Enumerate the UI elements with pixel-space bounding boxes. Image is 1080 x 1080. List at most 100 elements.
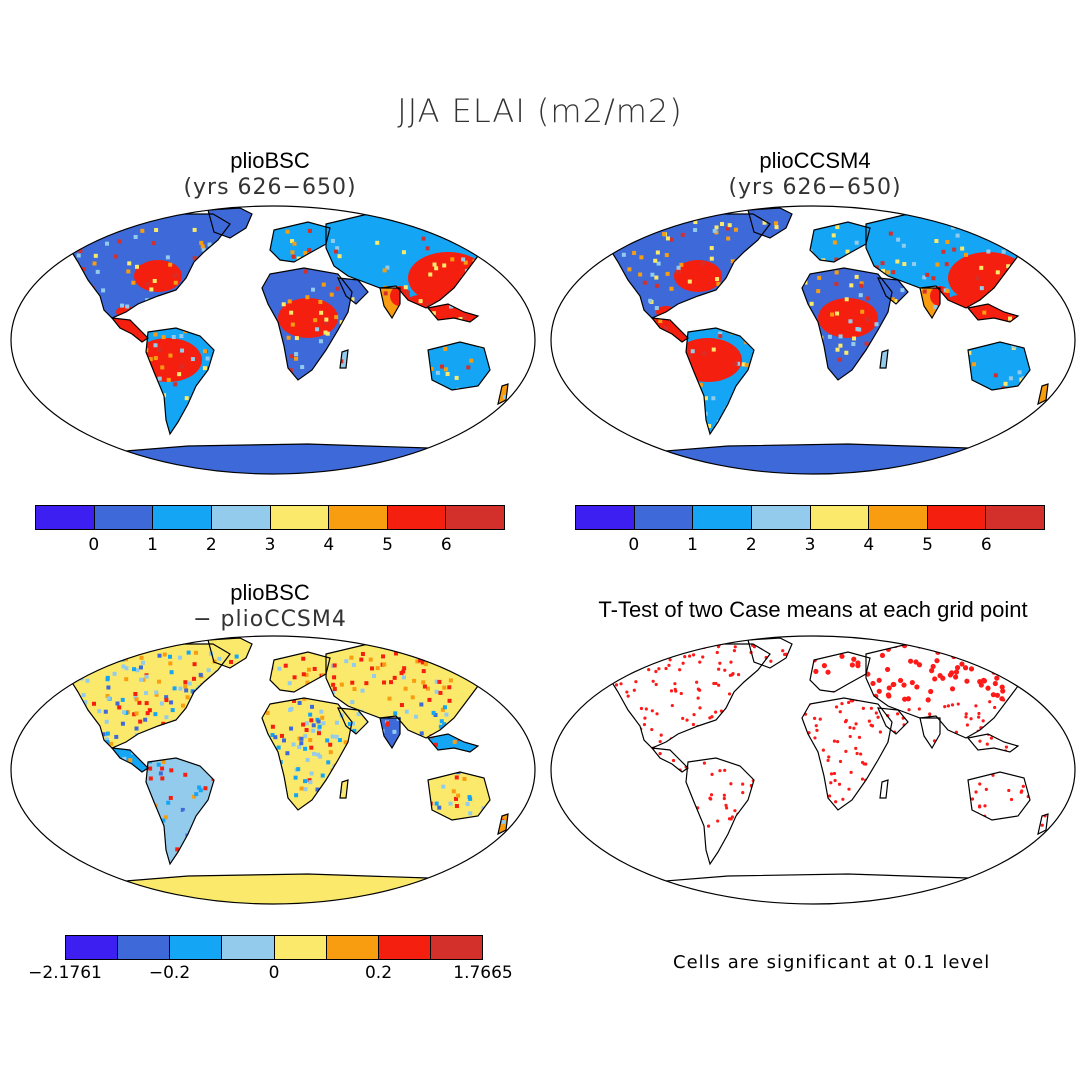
- grid-cell: [668, 353, 673, 358]
- grid-cell: [74, 750, 79, 755]
- grid-cell: [507, 248, 508, 253]
- grid-cell: [653, 346, 658, 351]
- grid-cell: [790, 420, 795, 425]
- significant-cell: [698, 706, 702, 710]
- grid-cell: [907, 360, 912, 365]
- grid-cell: [384, 435, 389, 440]
- grid-cell: [85, 369, 90, 374]
- significant-cell: [1033, 716, 1037, 720]
- grid-cell: [86, 233, 91, 238]
- significant-cell: [990, 692, 996, 698]
- map-ttest: [550, 635, 1076, 905]
- coastline: [685, 757, 755, 866]
- grid-cell: [418, 401, 423, 406]
- significant-cell: [785, 705, 790, 710]
- grid-cell: [874, 322, 879, 327]
- significant-cell: [875, 835, 879, 839]
- grid-cell: [316, 719, 321, 724]
- grid-cell: [244, 835, 249, 840]
- grid-cell: [267, 353, 272, 358]
- grid-cell: [999, 325, 1004, 330]
- grid-cell: [256, 724, 261, 729]
- grid-cell: [73, 810, 78, 815]
- grid-cell: [400, 418, 405, 423]
- grid-cell: [817, 275, 822, 280]
- grid-cell: [96, 816, 101, 821]
- grid-cell: [621, 320, 626, 325]
- grid-cell: [157, 679, 162, 684]
- grid-cell: [401, 767, 406, 772]
- grid-cell: [693, 228, 698, 233]
- grid-cell: [291, 254, 296, 259]
- grid-cell: [308, 712, 313, 717]
- grid-cell: [305, 757, 310, 762]
- grid-cell: [238, 771, 243, 776]
- grid-cell: [838, 399, 843, 404]
- grid-cell: [835, 225, 840, 230]
- grid-cell: [350, 853, 355, 858]
- grid-cell: [733, 227, 738, 232]
- grid-cell: [731, 302, 736, 307]
- grid-cell: [611, 292, 616, 297]
- significant-cell: [950, 768, 955, 772]
- significant-cell: [892, 790, 896, 794]
- grid-cell: [304, 727, 309, 732]
- grid-cell: [370, 666, 375, 671]
- significant-cell: [822, 841, 826, 845]
- grid-cell: [471, 322, 476, 327]
- grid-cell: [420, 334, 425, 339]
- grid-cell: [462, 864, 467, 869]
- grid-cell: [794, 276, 799, 281]
- grid-cell: [1006, 226, 1011, 231]
- grid-cell: [178, 723, 183, 728]
- significant-cell: [833, 641, 839, 648]
- significant-cell: [785, 663, 789, 667]
- grid-cell: [1005, 329, 1010, 334]
- grid-cell: [251, 329, 256, 334]
- grid-cell: [320, 773, 325, 778]
- grid-cell: [72, 657, 77, 662]
- significant-cell: [815, 823, 819, 828]
- grid-cell: [266, 697, 271, 702]
- significant-cell: [638, 766, 643, 770]
- grid-cell: [72, 867, 77, 872]
- grid-cell: [392, 729, 397, 734]
- grid-cell: [282, 820, 287, 825]
- map-frame: [550, 205, 1076, 475]
- grid-cell: [757, 270, 762, 275]
- significant-cell: [961, 808, 965, 812]
- grid-cell: [650, 272, 655, 277]
- significant-cell: [1001, 834, 1006, 838]
- grid-cell: [370, 717, 375, 722]
- coastline: [650, 317, 689, 343]
- significant-cell: [886, 685, 892, 691]
- grid-cell: [291, 742, 296, 747]
- grid-cell: [139, 830, 144, 835]
- grid-cell: [361, 433, 366, 438]
- grid-cell: [411, 366, 416, 371]
- grid-cell: [249, 359, 254, 364]
- map-plioBSC: [10, 205, 536, 475]
- grid-cell: [452, 759, 457, 764]
- grid-cell: [975, 425, 980, 430]
- significant-cell: [867, 719, 871, 723]
- grid-cell: [255, 297, 260, 302]
- grid-cell: [405, 290, 410, 295]
- grid-cell: [85, 678, 90, 683]
- grid-cell: [416, 802, 421, 807]
- significant-cell: [710, 728, 714, 733]
- grid-cell: [409, 376, 414, 381]
- coastline: [1037, 383, 1049, 406]
- grid-cell: [224, 778, 229, 783]
- grid-cell: [975, 276, 980, 281]
- grid-cell: [709, 256, 714, 261]
- grid-cell: [184, 396, 189, 401]
- grid-cell: [385, 859, 390, 864]
- colorbar-swatch: [270, 506, 330, 529]
- significant-cell: [664, 782, 668, 787]
- grid-cell: [236, 402, 241, 407]
- significant-cell: [930, 663, 936, 670]
- grid-cell: [942, 402, 947, 407]
- grid-cell: [730, 259, 735, 264]
- grid-cell: [463, 713, 468, 718]
